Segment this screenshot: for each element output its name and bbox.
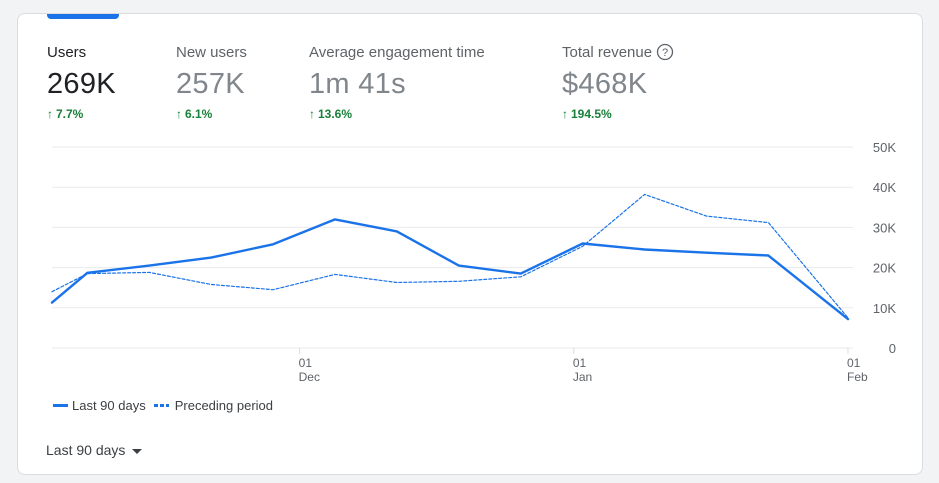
- solid-line-swatch: [53, 404, 68, 407]
- metric-change: ↑ 6.1%: [176, 107, 247, 121]
- x-tick-day: 01: [299, 356, 313, 370]
- y-tick-label: 0: [889, 341, 896, 356]
- arrow-up-icon: ↑: [562, 107, 568, 121]
- metric-value: 269K: [47, 68, 116, 100]
- metric-value: 257K: [176, 68, 245, 100]
- metric-value: 1m 41s: [309, 68, 406, 100]
- series-line-last-90-days: [50, 218, 850, 321]
- legend-label-current: Last 90 days: [72, 398, 146, 413]
- help-circle-icon[interactable]: ?: [656, 43, 674, 61]
- arrow-up-icon: ↑: [47, 107, 53, 121]
- metric-tab-new-users[interactable]: New users 257K ↑ 6.1%: [176, 44, 247, 121]
- arrow-up-icon: ↑: [176, 107, 182, 121]
- arrow-up-icon: ↑: [309, 107, 315, 121]
- date-range-label: Last 90 days: [46, 442, 126, 458]
- x-tick-day: 01: [573, 356, 587, 370]
- legend-item-current[interactable]: Last 90 days: [53, 398, 146, 413]
- selected-metric-indicator: [47, 14, 119, 19]
- users-overview-card: Users 269K ↑ 7.7% New users 257K ↑ 6.1% Av…: [17, 13, 923, 475]
- metric-change: ↑ 7.7%: [47, 107, 116, 121]
- y-tick-label: 50K: [873, 140, 896, 155]
- chart-legend: Last 90 days Preceding period: [53, 398, 281, 413]
- metric-change-value: 6.1%: [185, 107, 213, 121]
- legend-item-previous[interactable]: Preceding period: [153, 398, 274, 413]
- caret-down-icon: [132, 448, 143, 454]
- x-tick-month: Dec: [299, 370, 320, 384]
- metric-label: New users: [176, 44, 247, 61]
- x-tick-month: Feb: [847, 370, 868, 384]
- metric-tab-avg-engagement-time[interactable]: Average engagement time 1m 41s ↑ 13.6%: [309, 44, 485, 121]
- metric-label: Total revenue: [562, 44, 653, 61]
- series-line-preceding-period: [51, 193, 849, 319]
- metric-label: Users: [47, 44, 87, 61]
- y-tick-label: 10K: [873, 301, 896, 316]
- y-tick-label: 40K: [873, 180, 896, 195]
- y-tick-label: 20K: [873, 261, 896, 276]
- y-tick-label: 30K: [873, 220, 896, 235]
- legend-label-previous: Preceding period: [174, 398, 274, 413]
- metric-value: $468K: [562, 68, 648, 100]
- x-tick-month: Jan: [573, 370, 592, 384]
- metric-label: Average engagement time: [309, 44, 485, 61]
- x-tick-day: 01: [847, 356, 861, 370]
- metric-change: ↑ 194.5%: [562, 107, 674, 121]
- metric-tab-total-revenue[interactable]: Total revenue? $468K ↑ 194.5%: [562, 43, 674, 121]
- metric-change-value: 7.7%: [56, 107, 84, 121]
- metric-tab-users[interactable]: Users 269K ↑ 7.7%: [47, 44, 116, 121]
- metric-change-value: 13.6%: [318, 107, 353, 121]
- metric-label-row: Total revenue?: [562, 43, 674, 61]
- dashed-line-swatch: [153, 404, 169, 407]
- date-range-dropdown[interactable]: Last 90 days: [46, 442, 143, 458]
- svg-text:?: ?: [662, 47, 668, 59]
- metric-change: ↑ 13.6%: [309, 107, 485, 121]
- metric-change-value: 194.5%: [571, 107, 612, 121]
